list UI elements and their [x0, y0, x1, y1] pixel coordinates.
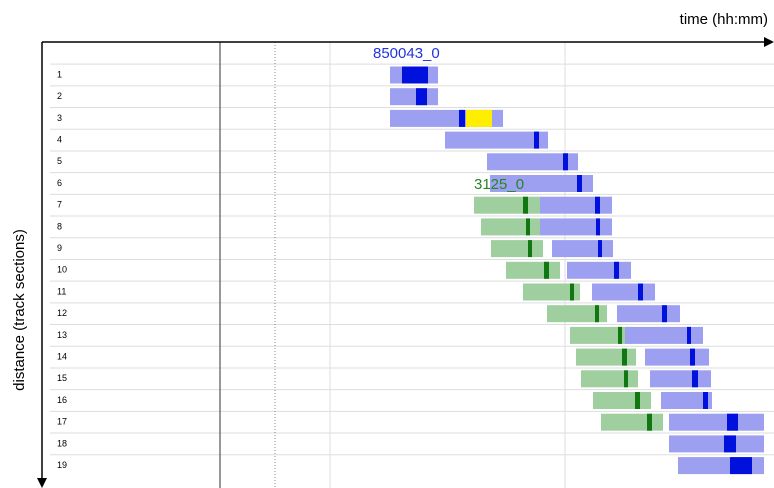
- y-arrow: [37, 478, 47, 488]
- row-label: 9: [57, 243, 62, 253]
- row-label: 15: [57, 373, 67, 383]
- blue-block: [625, 326, 703, 344]
- blue-block-occupation: [703, 392, 708, 409]
- green-block: [581, 370, 638, 388]
- blue-block-occupation: [459, 109, 465, 127]
- blue-block-occupation: [402, 66, 428, 84]
- green-block: [570, 326, 632, 344]
- row-label: 5: [57, 156, 62, 166]
- green-block: [506, 261, 560, 279]
- blue-block-occupation: [595, 196, 600, 214]
- green-block: [547, 305, 607, 323]
- row-label: 6: [57, 178, 62, 188]
- row-label: 2: [57, 91, 62, 101]
- row-label: 17: [57, 417, 67, 427]
- blue-block-occupation: [598, 240, 602, 258]
- blue-block: [592, 283, 655, 301]
- blue-block: [669, 413, 764, 431]
- blue-block-occupation: [727, 413, 738, 431]
- blue-block: [390, 88, 438, 106]
- blue-block-occupation: [563, 153, 568, 171]
- row-label: 12: [57, 308, 67, 318]
- blue-block-occupation: [534, 131, 539, 149]
- train-label: 3125_0: [474, 176, 524, 193]
- green-block: [601, 413, 663, 431]
- blue-block-occupation: [638, 283, 643, 301]
- green-block: [474, 196, 541, 214]
- green-block: [481, 218, 541, 236]
- blue-block-occupation: [730, 457, 752, 475]
- green-block-occupation: [595, 305, 599, 323]
- blue-block: [645, 348, 709, 366]
- row-label: 19: [57, 460, 67, 470]
- blue-block: [487, 153, 578, 171]
- blue-block-occupation: [614, 261, 619, 279]
- blue-block-occupation: [724, 435, 736, 453]
- row-label: 10: [57, 265, 67, 275]
- blue-block: [540, 218, 612, 236]
- blue-block-occupation: [690, 348, 695, 366]
- conflict: [466, 109, 492, 127]
- blue-block: [669, 435, 764, 453]
- blue-block-occupation: [662, 305, 667, 323]
- x-arrow: [764, 37, 774, 47]
- green-block-occupation: [622, 348, 627, 366]
- green-block-occupation: [526, 218, 530, 236]
- green-block-occupation: [528, 240, 532, 258]
- blue-block: [661, 392, 712, 409]
- row-label: 3: [57, 113, 62, 123]
- blue-block: [540, 196, 612, 214]
- green-block-occupation: [647, 413, 652, 431]
- green-block-occupation: [624, 370, 628, 388]
- blue-block: [490, 175, 593, 192]
- green-block-occupation: [618, 326, 622, 344]
- blue-block: [552, 240, 613, 258]
- train-label: 850043_0: [373, 45, 440, 62]
- green-block: [523, 283, 580, 301]
- green-block-occupation: [570, 283, 574, 301]
- row-label: 18: [57, 438, 67, 448]
- green-block: [576, 348, 636, 366]
- green-block-occupation: [635, 392, 640, 409]
- blue-block-occupation: [596, 218, 600, 236]
- row-label: 14: [57, 351, 67, 361]
- row-label: 4: [57, 134, 62, 144]
- row-label: 7: [57, 200, 62, 210]
- y-axis-label: distance (track sections): [11, 229, 28, 391]
- blue-block-occupation: [687, 326, 691, 344]
- blue-block: [650, 370, 711, 388]
- blue-block: [617, 305, 680, 323]
- row-label: 11: [57, 286, 66, 296]
- row-label: 13: [57, 330, 67, 340]
- blue-block-occupation: [692, 370, 698, 388]
- row-label: 16: [57, 395, 67, 405]
- blue-block: [445, 131, 548, 149]
- row-label: 1: [57, 69, 62, 79]
- green-block-occupation: [544, 261, 549, 279]
- row-label: 8: [57, 221, 62, 231]
- green-block: [593, 392, 651, 409]
- blue-block-occupation: [416, 88, 427, 106]
- blue-block: [567, 261, 631, 279]
- green-block: [491, 240, 543, 258]
- x-axis-label: time (hh:mm): [680, 11, 768, 28]
- green-block-occupation: [523, 196, 528, 214]
- blue-block-occupation: [577, 175, 582, 192]
